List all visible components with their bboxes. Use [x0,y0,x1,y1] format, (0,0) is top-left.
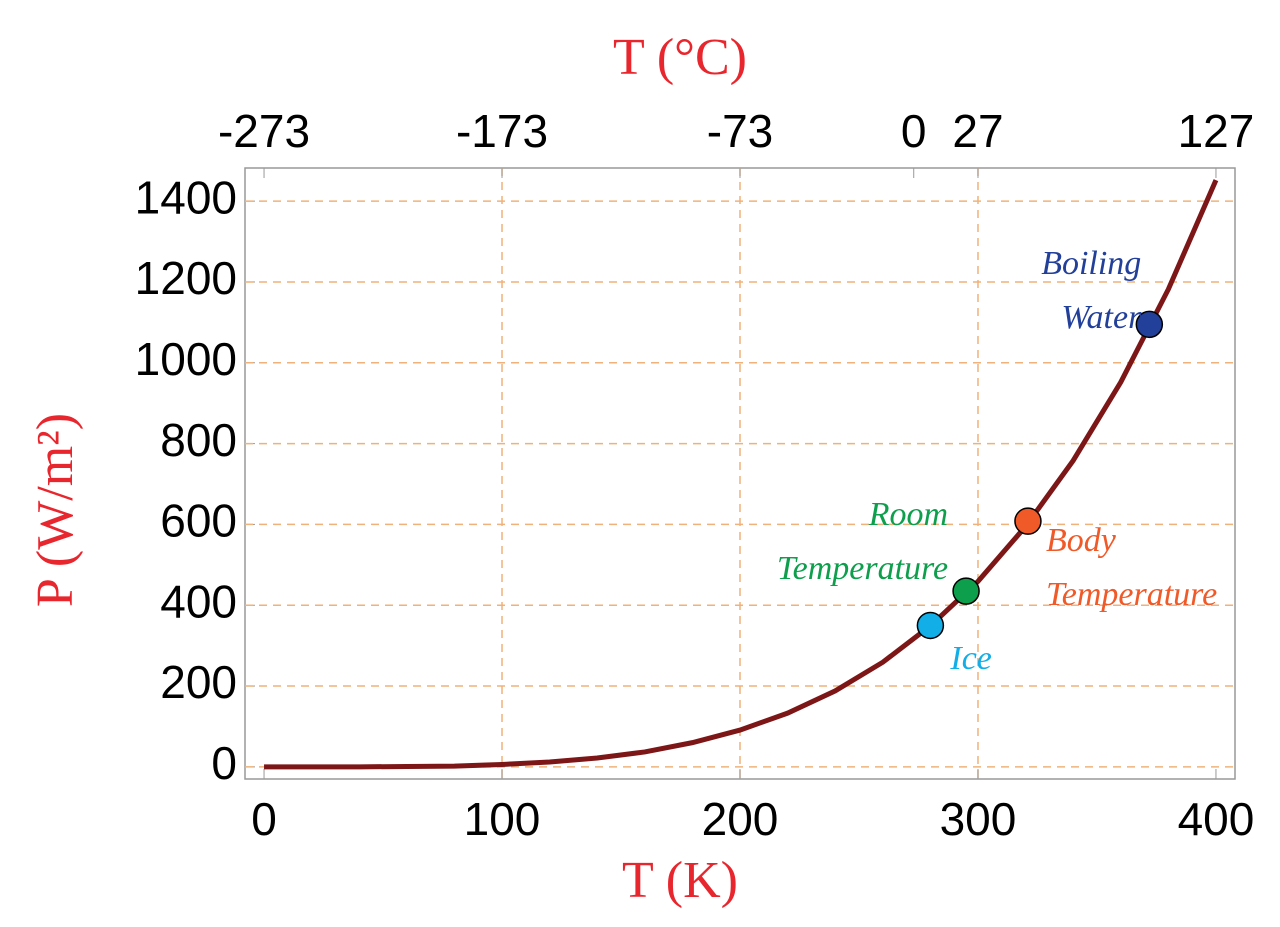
y-tick-label: 400 [160,575,237,627]
annotation: Water [1061,299,1142,336]
x-axis-title: T (K) [622,852,738,909]
marker [1014,507,1042,535]
y-tick-label: 800 [160,414,237,466]
x2-tick-label: 0 [901,105,927,157]
x2-axis-title: T (°C) [613,29,747,86]
y-tick-label: 0 [211,737,237,789]
marker [952,577,980,605]
y-tick-label: 600 [160,495,237,547]
x2-tick-label: -73 [707,105,773,157]
x-tick-label: 300 [940,793,1017,845]
x2-tick-label: -273 [218,105,310,157]
x2-tick-label: -173 [456,105,548,157]
annotation: Body [1046,522,1117,559]
x-tick-label: 400 [1178,793,1255,845]
annotation: Boiling [1041,245,1141,282]
x-tick-label: 0 [251,793,277,845]
annotation: Temperature [1046,576,1217,613]
x-tick-label: 100 [464,793,541,845]
x-tick-label: 200 [702,793,779,845]
curve [264,179,1219,770]
x2-tick-label: 27 [952,105,1003,157]
y-tick-label: 1000 [135,333,237,385]
y-axis-title: P (W/m²) [27,413,84,607]
annotation: Ice [949,640,992,677]
marker [916,611,945,640]
y-tick-label: 200 [160,656,237,708]
y-tick-label: 1400 [135,171,237,223]
annotation: Room [868,496,948,533]
marker [1135,310,1164,339]
y-tick-label: 1200 [135,252,237,304]
annotation: Temperature [777,550,948,587]
x2-tick-label: 127 [1178,105,1255,157]
